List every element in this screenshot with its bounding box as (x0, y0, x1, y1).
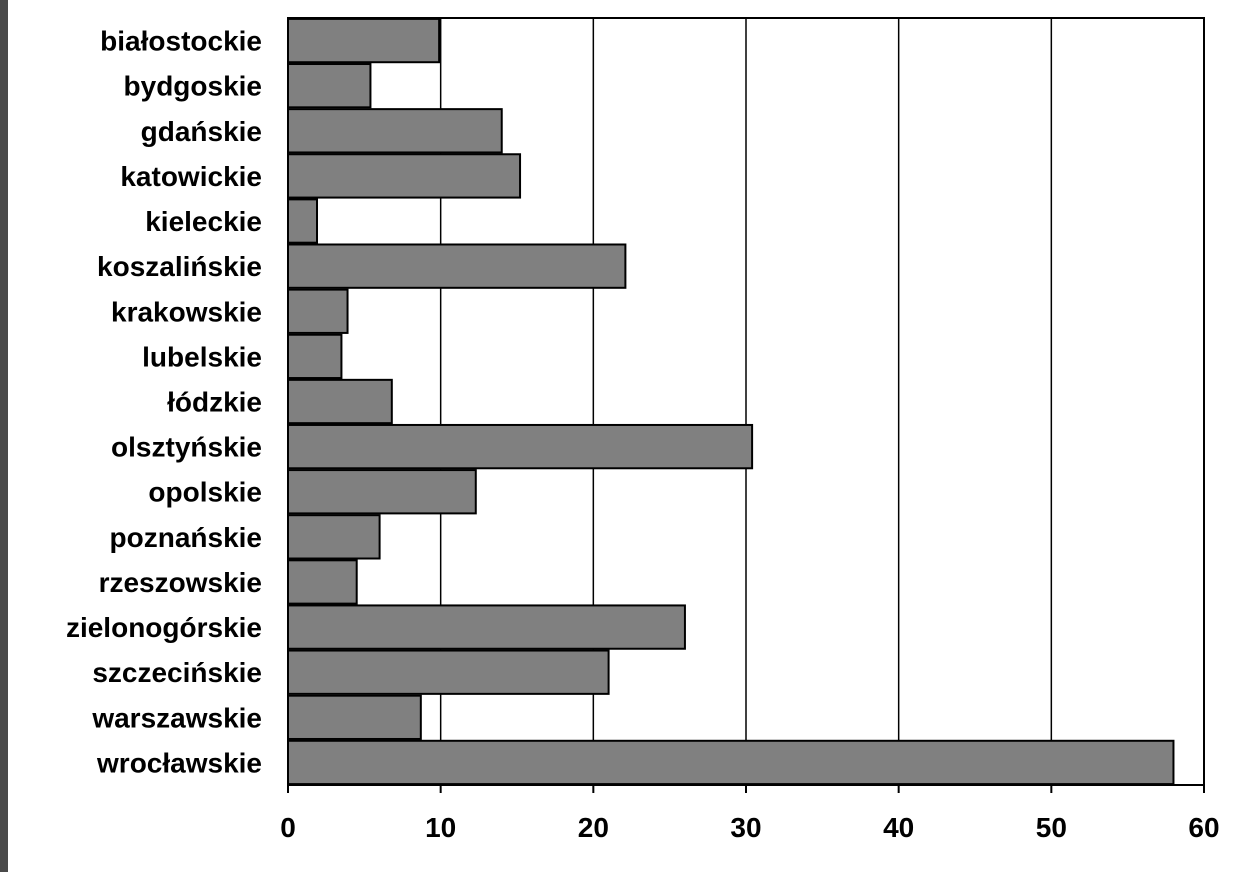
category-label: białostockie (100, 26, 262, 57)
category-label: bydgoskie (124, 71, 262, 102)
category-label: warszawskie (91, 702, 262, 733)
category-label: poznańskie (110, 522, 262, 553)
bar (287, 469, 477, 515)
bar (287, 378, 393, 425)
category-label: koszalińskie (97, 251, 262, 282)
bar (287, 17, 441, 64)
bar-chart: białostockie bydgoskie gdańskie katowickie k… (66, 17, 1220, 843)
bar (287, 288, 349, 334)
category-label: rzeszowskie (99, 567, 262, 598)
bar (287, 153, 522, 199)
plot-border (287, 17, 1205, 786)
category-label: katowickie (120, 161, 262, 192)
x-tick-label: 50 (1036, 812, 1067, 843)
category-label: gdańskie (141, 116, 262, 147)
bar (287, 649, 610, 695)
category-label: opolskie (148, 477, 262, 508)
bar (287, 63, 372, 109)
chart-panel: białostockie bydgoskie gdańskie katowickie k… (8, 0, 1242, 872)
x-tick-label: 20 (578, 812, 609, 843)
category-labels: białostockie bydgoskie gdańskie katowickie k… (66, 26, 262, 779)
x-tick-labels: 0 10 20 30 40 50 60 (280, 812, 1219, 843)
bar (287, 108, 503, 154)
bar (287, 333, 343, 380)
bar (287, 423, 754, 470)
x-tick-label: 40 (883, 812, 914, 843)
category-label: szczecińskie (92, 657, 262, 688)
category-label: olsztyńskie (111, 432, 262, 463)
x-tick-label: 10 (425, 812, 456, 843)
bar (287, 739, 1175, 786)
bar (287, 243, 627, 289)
category-label: krakowskie (111, 296, 262, 327)
axes (287, 17, 1205, 793)
category-label: zielonogórskie (66, 612, 262, 643)
category-label: łódzkie (167, 387, 262, 418)
bar (287, 604, 686, 650)
bars (287, 17, 1175, 786)
bar (287, 514, 381, 560)
x-tick-label: 30 (730, 812, 761, 843)
x-tick-label: 0 (280, 812, 296, 843)
x-tick-label: 60 (1188, 812, 1219, 843)
category-label: kieleckie (145, 206, 262, 237)
bar (287, 198, 319, 244)
category-label: lubelskie (142, 341, 262, 372)
bar (287, 559, 358, 605)
category-label: wrocławskie (96, 747, 262, 778)
bar (287, 694, 422, 740)
